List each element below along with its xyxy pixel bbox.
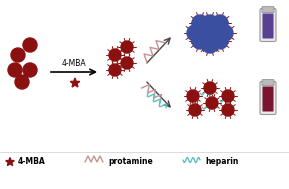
Circle shape [189,104,201,116]
Circle shape [202,15,218,31]
FancyBboxPatch shape [262,80,274,85]
Circle shape [187,90,199,102]
Circle shape [23,38,37,52]
Circle shape [217,25,233,41]
Circle shape [11,48,25,62]
Circle shape [121,41,133,53]
Circle shape [222,104,234,116]
Polygon shape [70,78,80,87]
Circle shape [202,37,218,53]
FancyBboxPatch shape [262,6,274,12]
Circle shape [222,90,234,102]
FancyBboxPatch shape [262,87,273,112]
Text: 4-MBA: 4-MBA [62,59,86,67]
Circle shape [109,64,121,76]
Circle shape [121,57,133,69]
Circle shape [192,15,208,31]
Circle shape [212,15,228,31]
Text: 4-MBA: 4-MBA [18,157,46,167]
Circle shape [187,25,203,41]
Circle shape [8,63,22,77]
Circle shape [197,25,213,41]
FancyBboxPatch shape [262,13,273,39]
Circle shape [15,75,29,89]
Polygon shape [6,157,14,166]
Circle shape [192,33,208,49]
Circle shape [109,49,121,61]
Text: heparin: heparin [205,157,238,167]
Circle shape [206,97,218,109]
FancyBboxPatch shape [260,9,276,42]
Circle shape [204,82,216,94]
FancyBboxPatch shape [260,81,276,115]
Circle shape [23,63,37,77]
Text: protamine: protamine [108,157,153,167]
Circle shape [207,25,223,41]
Circle shape [212,33,228,49]
